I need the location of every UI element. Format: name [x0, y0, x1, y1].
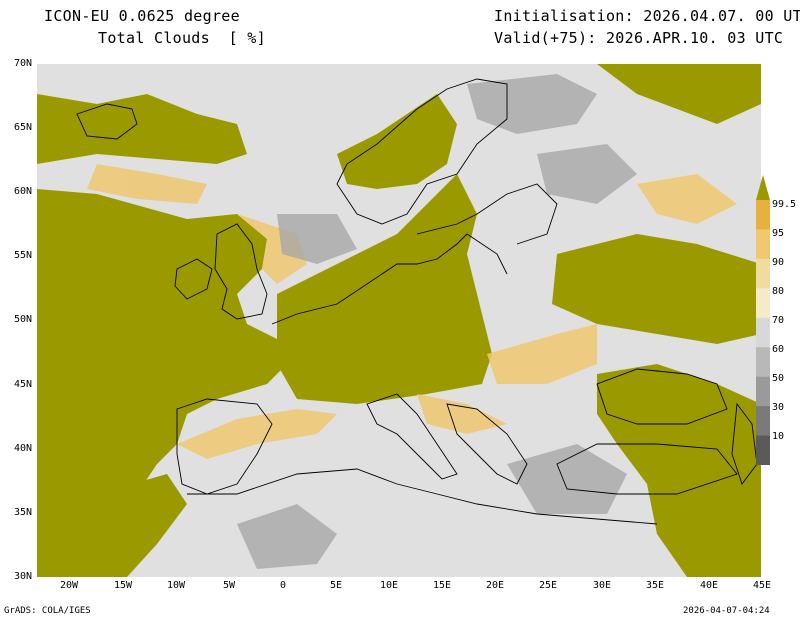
black-sea-coast — [596, 368, 728, 425]
lon-label: 40E — [699, 580, 719, 591]
lat-label: 35N — [13, 507, 32, 518]
lat-label: 65N — [13, 122, 32, 133]
atlantic-cloud-mass — [37, 189, 287, 577]
colorbar-swatch — [756, 347, 770, 378]
colorbar-swatch — [756, 406, 770, 437]
north-africa-coast — [187, 468, 658, 525]
colorbar-label: 10 — [772, 431, 785, 442]
colorbar-swatch — [756, 435, 770, 465]
north-africa-cloud — [77, 474, 187, 577]
colorbar-swatch — [756, 376, 770, 407]
lon-label: 15W — [113, 580, 133, 591]
lat-label: 30N — [13, 571, 32, 582]
lon-label: 10E — [379, 580, 399, 591]
lon-label: 5E — [329, 580, 343, 591]
lon-label: 10W — [166, 580, 186, 591]
colorbar-label: 90 — [772, 257, 785, 268]
footer-timestamp: 2026-04-07-04:24 — [683, 606, 770, 616]
lat-label: 40N — [13, 443, 32, 454]
lon-label: 25E — [538, 580, 558, 591]
colorbar-swatch — [756, 229, 770, 260]
italy-coast — [366, 393, 458, 480]
caspian-coast — [731, 402, 758, 485]
colorbar-label: 60 — [772, 344, 785, 355]
colorbar-swatch — [756, 288, 770, 319]
lon-label: 5W — [222, 580, 236, 591]
scandinavia-coast — [336, 78, 508, 225]
scandinavia-cloud — [337, 94, 457, 189]
baltic-coast — [416, 183, 558, 245]
iberia-coast — [176, 398, 273, 495]
colorbar-label: 70 — [772, 315, 785, 326]
valid-time: Valid(+75): 2026.APR.10. 03 UTC — [494, 29, 784, 47]
great-britain-coast — [214, 223, 268, 320]
colorbar — [756, 175, 770, 465]
lat-label: 60N — [13, 186, 32, 197]
eastern-europe-cloud — [552, 234, 761, 344]
colorbar-swatch — [756, 258, 770, 289]
partly-cloudy-bands — [87, 164, 737, 459]
model-title: ICON-EU 0.0625 degree — [44, 7, 240, 25]
ireland-coast — [174, 258, 213, 300]
colorbar-label: 80 — [772, 286, 785, 297]
variable-title: Total Clouds [ %] — [98, 29, 266, 47]
turkey-coast — [556, 443, 738, 495]
black-sea-cloud — [597, 364, 761, 577]
colorbar-label: 99.5 — [772, 199, 797, 210]
lon-label: 0 — [279, 580, 287, 591]
coastlines — [76, 78, 758, 525]
thin-cloud-regions — [237, 74, 637, 569]
colorbar-swatch — [756, 317, 770, 348]
overcast-clouds — [37, 64, 761, 577]
lat-label: 45N — [13, 379, 32, 390]
lat-label: 50N — [13, 314, 32, 325]
lon-label: 35E — [645, 580, 665, 591]
lat-label: 55N — [13, 250, 32, 261]
lon-label: 20W — [59, 580, 79, 591]
init-time: Initialisation: 2026.04.07. 00 UTC — [494, 7, 800, 25]
cloud-cover-map — [37, 64, 761, 577]
continental-coast — [271, 233, 508, 325]
colorbar-swatch — [756, 200, 770, 230]
footer-credit: GrADS: COLA/IGES — [4, 606, 91, 616]
lat-label: 70N — [13, 58, 32, 69]
central-europe-cloud-band — [277, 174, 492, 404]
lon-label: 20E — [485, 580, 505, 591]
lon-label: 30E — [592, 580, 612, 591]
lon-label: 45E — [752, 580, 772, 591]
iceland-coast — [76, 103, 138, 140]
northern-arctic-cloud — [597, 64, 761, 124]
colorbar-label: 50 — [772, 373, 785, 384]
balkans-coast — [446, 403, 528, 485]
colorbar-label: 95 — [772, 228, 785, 239]
colorbar-label: 30 — [772, 402, 785, 413]
colorbar-top-arrow — [756, 175, 770, 200]
lon-label: 15E — [432, 580, 452, 591]
north-atlantic-cloud — [37, 94, 247, 164]
